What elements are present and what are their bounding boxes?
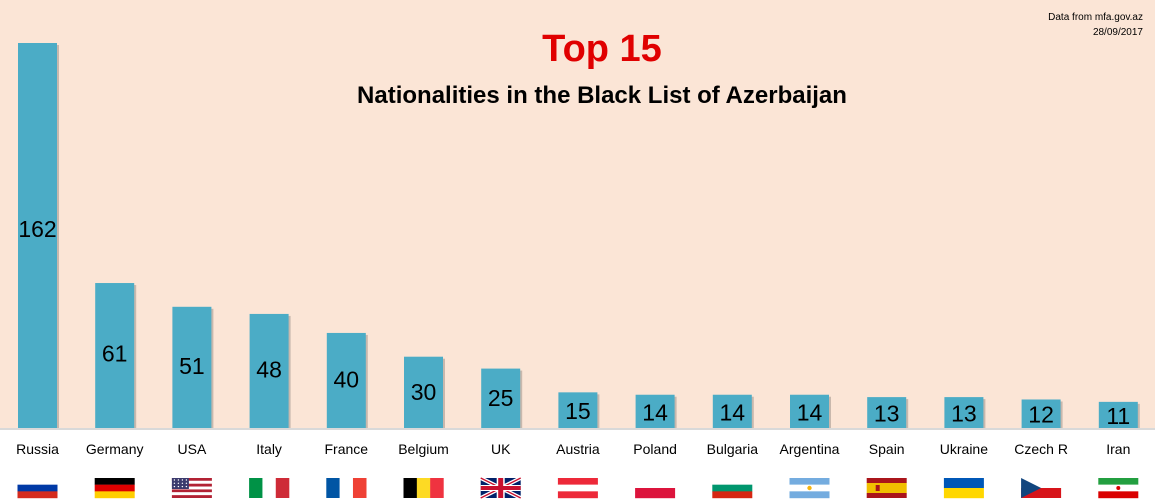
chart-subtitle: Nationalities in the Black List of Azerb… <box>357 82 847 109</box>
belgium-flag-icon <box>403 478 444 498</box>
category-label: Austria <box>556 441 600 457</box>
data-label: 15 <box>565 398 591 424</box>
data-label: 40 <box>334 367 360 393</box>
data-label: 30 <box>411 379 437 405</box>
chart-area: 162 61 51 48 40 30 25 15 14 14 14 13 13 12 11 <box>18 43 1140 428</box>
category-label: Iran <box>1106 441 1130 457</box>
category-label: UK <box>491 441 511 457</box>
bar-uk <box>481 368 521 428</box>
data-label: 13 <box>874 401 900 427</box>
bar-argentina <box>790 394 829 428</box>
bar-iran <box>1098 401 1138 428</box>
germany-flag-icon <box>94 478 135 499</box>
data-label: 51 <box>179 353 205 379</box>
category-label: Poland <box>633 441 677 457</box>
russia-flag-icon <box>17 478 58 499</box>
category-label: Bulgaria <box>707 441 759 457</box>
source-text: Data from mfa.gov.az <box>1048 12 1143 23</box>
data-label: 13 <box>951 401 977 427</box>
bar-france <box>326 332 366 428</box>
bar-russia <box>18 43 57 428</box>
bar-chart: 162 61 51 48 40 30 25 15 14 14 14 13 13 12 11 <box>18 43 1140 428</box>
bulgaria-flag-icon <box>712 478 753 499</box>
category-label: Italy <box>256 441 282 457</box>
ukraine-flag-icon <box>943 478 984 499</box>
poland-flag-icon <box>635 478 676 499</box>
argentina-flag-icon <box>789 478 830 499</box>
data-label: 61 <box>102 341 128 367</box>
category-label: Argentina <box>780 441 840 457</box>
czech-flag-icon <box>1021 478 1062 498</box>
chart-title: Top 15 <box>542 28 662 70</box>
bar-ukraine <box>944 397 984 428</box>
label-band: Russia Germany USA Italy France Belgium UK Aust… <box>0 430 1155 501</box>
spain-flag-icon <box>866 478 907 498</box>
category-label: Spain <box>869 441 905 457</box>
bar-czech-r <box>1021 399 1061 428</box>
category-label: Russia <box>16 441 59 457</box>
data-label: 14 <box>720 399 746 425</box>
uk-flag-icon <box>479 476 522 500</box>
data-label: 25 <box>488 385 514 411</box>
bar-belgium <box>404 356 443 428</box>
data-label: 48 <box>256 357 282 383</box>
category-label: USA <box>178 441 207 457</box>
iran-flag-icon <box>1098 478 1139 499</box>
bar-spain <box>867 397 907 428</box>
data-label: 12 <box>1028 402 1054 428</box>
bar-poland <box>635 394 675 428</box>
bar-austria <box>558 392 598 428</box>
category-label: Belgium <box>398 441 449 457</box>
category-label: Czech R <box>1014 441 1068 457</box>
italy-flag-icon <box>249 478 290 498</box>
bar-italy <box>249 313 289 428</box>
usa-flag-icon <box>171 478 212 498</box>
data-label: 14 <box>642 399 668 425</box>
source-note: Data from mfa.gov.az 28/09/2017 <box>1048 10 1143 40</box>
data-label: 11 <box>1106 403 1130 428</box>
category-labels: Russia Germany USA Italy France Belgium UK Aust… <box>16 441 1139 500</box>
austria-flag-icon <box>557 478 598 499</box>
category-label: France <box>325 441 369 457</box>
bar-germany <box>95 283 135 428</box>
bar-usa <box>172 306 212 428</box>
source-date: 28/09/2017 <box>1092 27 1143 38</box>
data-label: 162 <box>18 216 56 242</box>
category-label: Ukraine <box>940 441 988 457</box>
france-flag-icon <box>326 478 367 498</box>
bar-bulgaria <box>712 394 752 428</box>
data-label: 14 <box>797 399 823 425</box>
x-axis-line <box>0 428 1155 430</box>
category-label: Germany <box>86 441 144 457</box>
